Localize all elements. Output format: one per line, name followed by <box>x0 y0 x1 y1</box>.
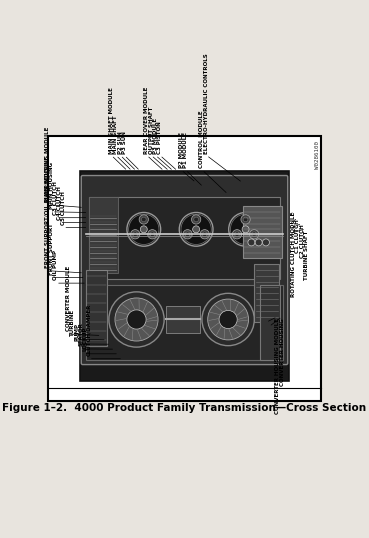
Circle shape <box>140 226 147 233</box>
Circle shape <box>192 215 201 224</box>
Bar <box>260 285 280 360</box>
Text: MAIN HOUSING: MAIN HOUSING <box>49 162 54 209</box>
Text: OUTPUT SHAFT: OUTPUT SHAFT <box>149 107 154 154</box>
Circle shape <box>150 232 155 237</box>
Bar <box>254 264 279 322</box>
Circle shape <box>129 214 159 244</box>
Text: MAIN SHAFT: MAIN SHAFT <box>113 115 118 154</box>
FancyBboxPatch shape <box>81 175 288 365</box>
Text: P3 MODULE: P3 MODULE <box>153 118 158 154</box>
Circle shape <box>133 232 138 237</box>
Circle shape <box>141 217 146 222</box>
Text: REAR COVER MODULE: REAR COVER MODULE <box>144 86 149 154</box>
Bar <box>166 307 200 332</box>
Circle shape <box>139 215 148 224</box>
Circle shape <box>232 230 242 239</box>
Circle shape <box>148 230 157 239</box>
Bar <box>89 197 118 273</box>
Circle shape <box>252 232 256 237</box>
Circle shape <box>249 230 259 239</box>
Text: P2 MODULE: P2 MODULE <box>179 132 183 168</box>
Text: TURBINE: TURBINE <box>70 309 75 336</box>
Text: CONVERTER HOUSING MODULE: CONVERTER HOUSING MODULE <box>275 318 280 414</box>
Circle shape <box>248 239 255 246</box>
Text: C3 PISTON: C3 PISTON <box>157 121 162 154</box>
Text: LOCKUP: LOCKUP <box>82 327 87 351</box>
Text: Figure 1–2.  4000 Product Family Transmission—Cross Section: Figure 1–2. 4000 Product Family Transmis… <box>3 402 366 413</box>
Text: C2 CLUTCH: C2 CLUTCH <box>300 225 305 258</box>
Circle shape <box>202 232 207 237</box>
Circle shape <box>243 217 248 222</box>
Circle shape <box>194 217 199 222</box>
Circle shape <box>127 213 161 246</box>
Text: FRONT SUPPORT/OIL PUMP MODULE: FRONT SUPPORT/OIL PUMP MODULE <box>45 155 50 268</box>
Text: MAIN HOUSING MODULE: MAIN HOUSING MODULE <box>45 126 50 202</box>
Text: CONTROL MODULE: CONTROL MODULE <box>200 111 204 168</box>
Circle shape <box>109 292 164 347</box>
Circle shape <box>208 299 249 340</box>
Circle shape <box>235 232 239 237</box>
Circle shape <box>229 213 262 246</box>
Circle shape <box>115 298 158 341</box>
Text: CLUTCH/DAMPER: CLUTCH/DAMPER <box>86 303 91 356</box>
Text: STATOR: STATOR <box>78 322 83 346</box>
Circle shape <box>241 215 250 224</box>
Circle shape <box>231 214 261 244</box>
Circle shape <box>185 232 190 237</box>
Text: W0286100: W0286100 <box>315 140 320 168</box>
Circle shape <box>262 239 269 246</box>
Text: C4 CLUTCH: C4 CLUTCH <box>57 186 62 220</box>
Circle shape <box>127 310 146 329</box>
Text: C3 CLUTCH: C3 CLUTCH <box>54 181 58 215</box>
Text: P2 SUN: P2 SUN <box>118 131 123 154</box>
Text: ROTATING CLUTCH MODULE: ROTATING CLUTCH MODULE <box>291 212 296 297</box>
Bar <box>86 270 107 346</box>
Circle shape <box>202 293 254 346</box>
Circle shape <box>179 213 213 246</box>
Text: PUMP: PUMP <box>74 323 79 341</box>
Text: MAIN SHAFT MODULE: MAIN SHAFT MODULE <box>109 87 114 154</box>
Text: ELECTRO-HYDRAULIC CONTROLS: ELECTRO-HYDRAULIC CONTROLS <box>204 53 209 154</box>
Text: FRONT SUPPORT: FRONT SUPPORT <box>49 223 54 275</box>
Text: TURBINE SHAFT: TURBINE SHAFT <box>304 230 308 280</box>
Bar <box>243 206 282 258</box>
Bar <box>89 197 280 279</box>
Circle shape <box>242 226 249 233</box>
Text: OIL PUMP: OIL PUMP <box>54 250 58 280</box>
Text: C5 CLUTCH: C5 CLUTCH <box>61 191 66 225</box>
Text: P3 SUN: P3 SUN <box>122 131 127 154</box>
Circle shape <box>131 230 140 239</box>
Circle shape <box>181 214 211 244</box>
Bar <box>80 171 289 380</box>
Text: CONVERTER MODULE: CONVERTER MODULE <box>66 266 70 331</box>
Circle shape <box>255 239 262 246</box>
Circle shape <box>200 230 209 239</box>
Circle shape <box>219 310 237 329</box>
Circle shape <box>183 230 192 239</box>
Text: P1 MODULE: P1 MODULE <box>183 132 188 168</box>
Text: C1 CLUTCH: C1 CLUTCH <box>296 219 300 253</box>
Circle shape <box>193 226 200 233</box>
Text: CONVERTER HOUSING: CONVERTER HOUSING <box>280 318 285 386</box>
Bar <box>86 285 283 360</box>
